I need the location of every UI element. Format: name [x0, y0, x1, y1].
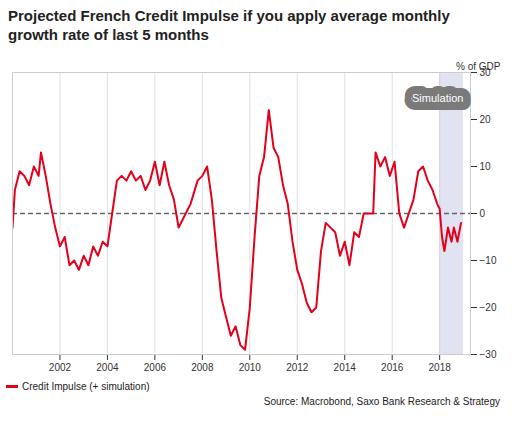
- svg-text:2014: 2014: [334, 362, 357, 373]
- svg-text:2010: 2010: [239, 362, 262, 373]
- svg-text:Simulation: Simulation: [412, 92, 463, 104]
- html-text:Source: Macrobond, Saxo Bank R: Source: Macrobond, Saxo Bank Research & …: [263, 396, 500, 407]
- svg-text:2008: 2008: [191, 362, 214, 373]
- svg-text:2012: 2012: [286, 362, 309, 373]
- svg-text:−30: −30: [480, 349, 497, 360]
- svg-text:2006: 2006: [144, 362, 167, 373]
- svg-text:10: 10: [480, 161, 492, 172]
- svg-text:30: 30: [479, 66, 491, 78]
- svg-text:2004: 2004: [96, 362, 119, 373]
- svg-text:20: 20: [480, 114, 492, 125]
- svg-text:0: 0: [480, 208, 486, 219]
- svg-text:2002: 2002: [49, 362, 72, 373]
- svg-text:2018: 2018: [429, 362, 452, 373]
- html-text:Credit Impulse (+ simulation): Credit Impulse (+ simulation): [22, 380, 150, 392]
- svg-text:−20: −20: [480, 302, 497, 313]
- svg-text:2016: 2016: [381, 362, 404, 373]
- svg-text:−10: −10: [480, 255, 497, 266]
- svg-text:% of GDP: % of GDP: [456, 61, 501, 72]
- html-text:Projected French Credit Impuls: Projected French Credit Impulse if you a…: [8, 7, 450, 43]
